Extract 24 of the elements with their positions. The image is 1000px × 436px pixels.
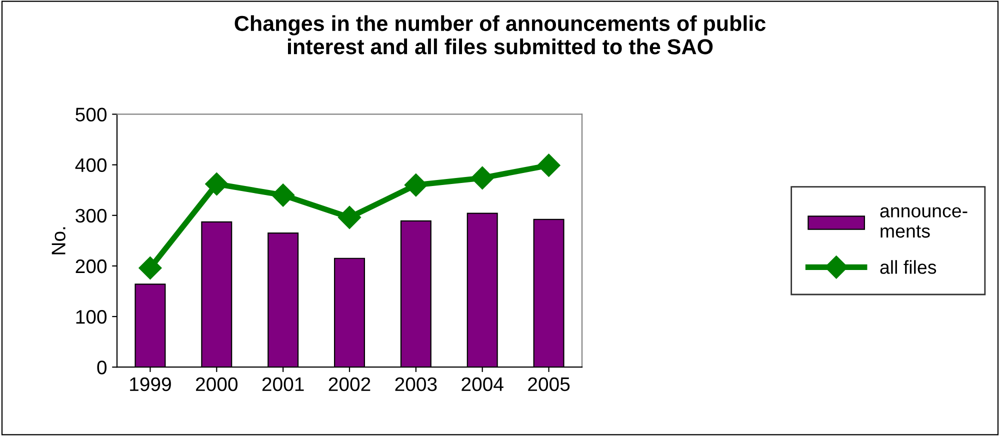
point [470,166,494,190]
y-axis-title: No. [52,227,66,254]
chart-title: Changes in the number of announcements of public interest and all files submitted to the SAO [234,15,766,54]
x-tick-label: 2002 [328,377,370,392]
point [138,256,162,280]
point [272,184,295,207]
point [338,206,361,229]
point [404,174,428,197]
y-tick-label: 400 [75,158,107,172]
point [537,154,560,177]
x-tick-label: 2003 [395,377,437,392]
y-tick-label: 300 [76,208,107,223]
y-tick-label: 500 [76,108,107,122]
y-tick-label: 0 [97,360,107,374]
x-tick-label: 2004 [462,377,504,392]
point [205,172,228,196]
x-tick-label: 2001 [262,377,304,392]
legend-label: announce- ments [880,207,968,238]
x-tick-label: 2005 [528,377,570,392]
y-tick-label: 200 [76,259,107,274]
legend-label: all files [880,260,936,274]
y-tick-label: 100 [76,310,107,324]
x-tick-label: 1999 [130,377,171,392]
x-tick-label: 2000 [196,377,238,392]
